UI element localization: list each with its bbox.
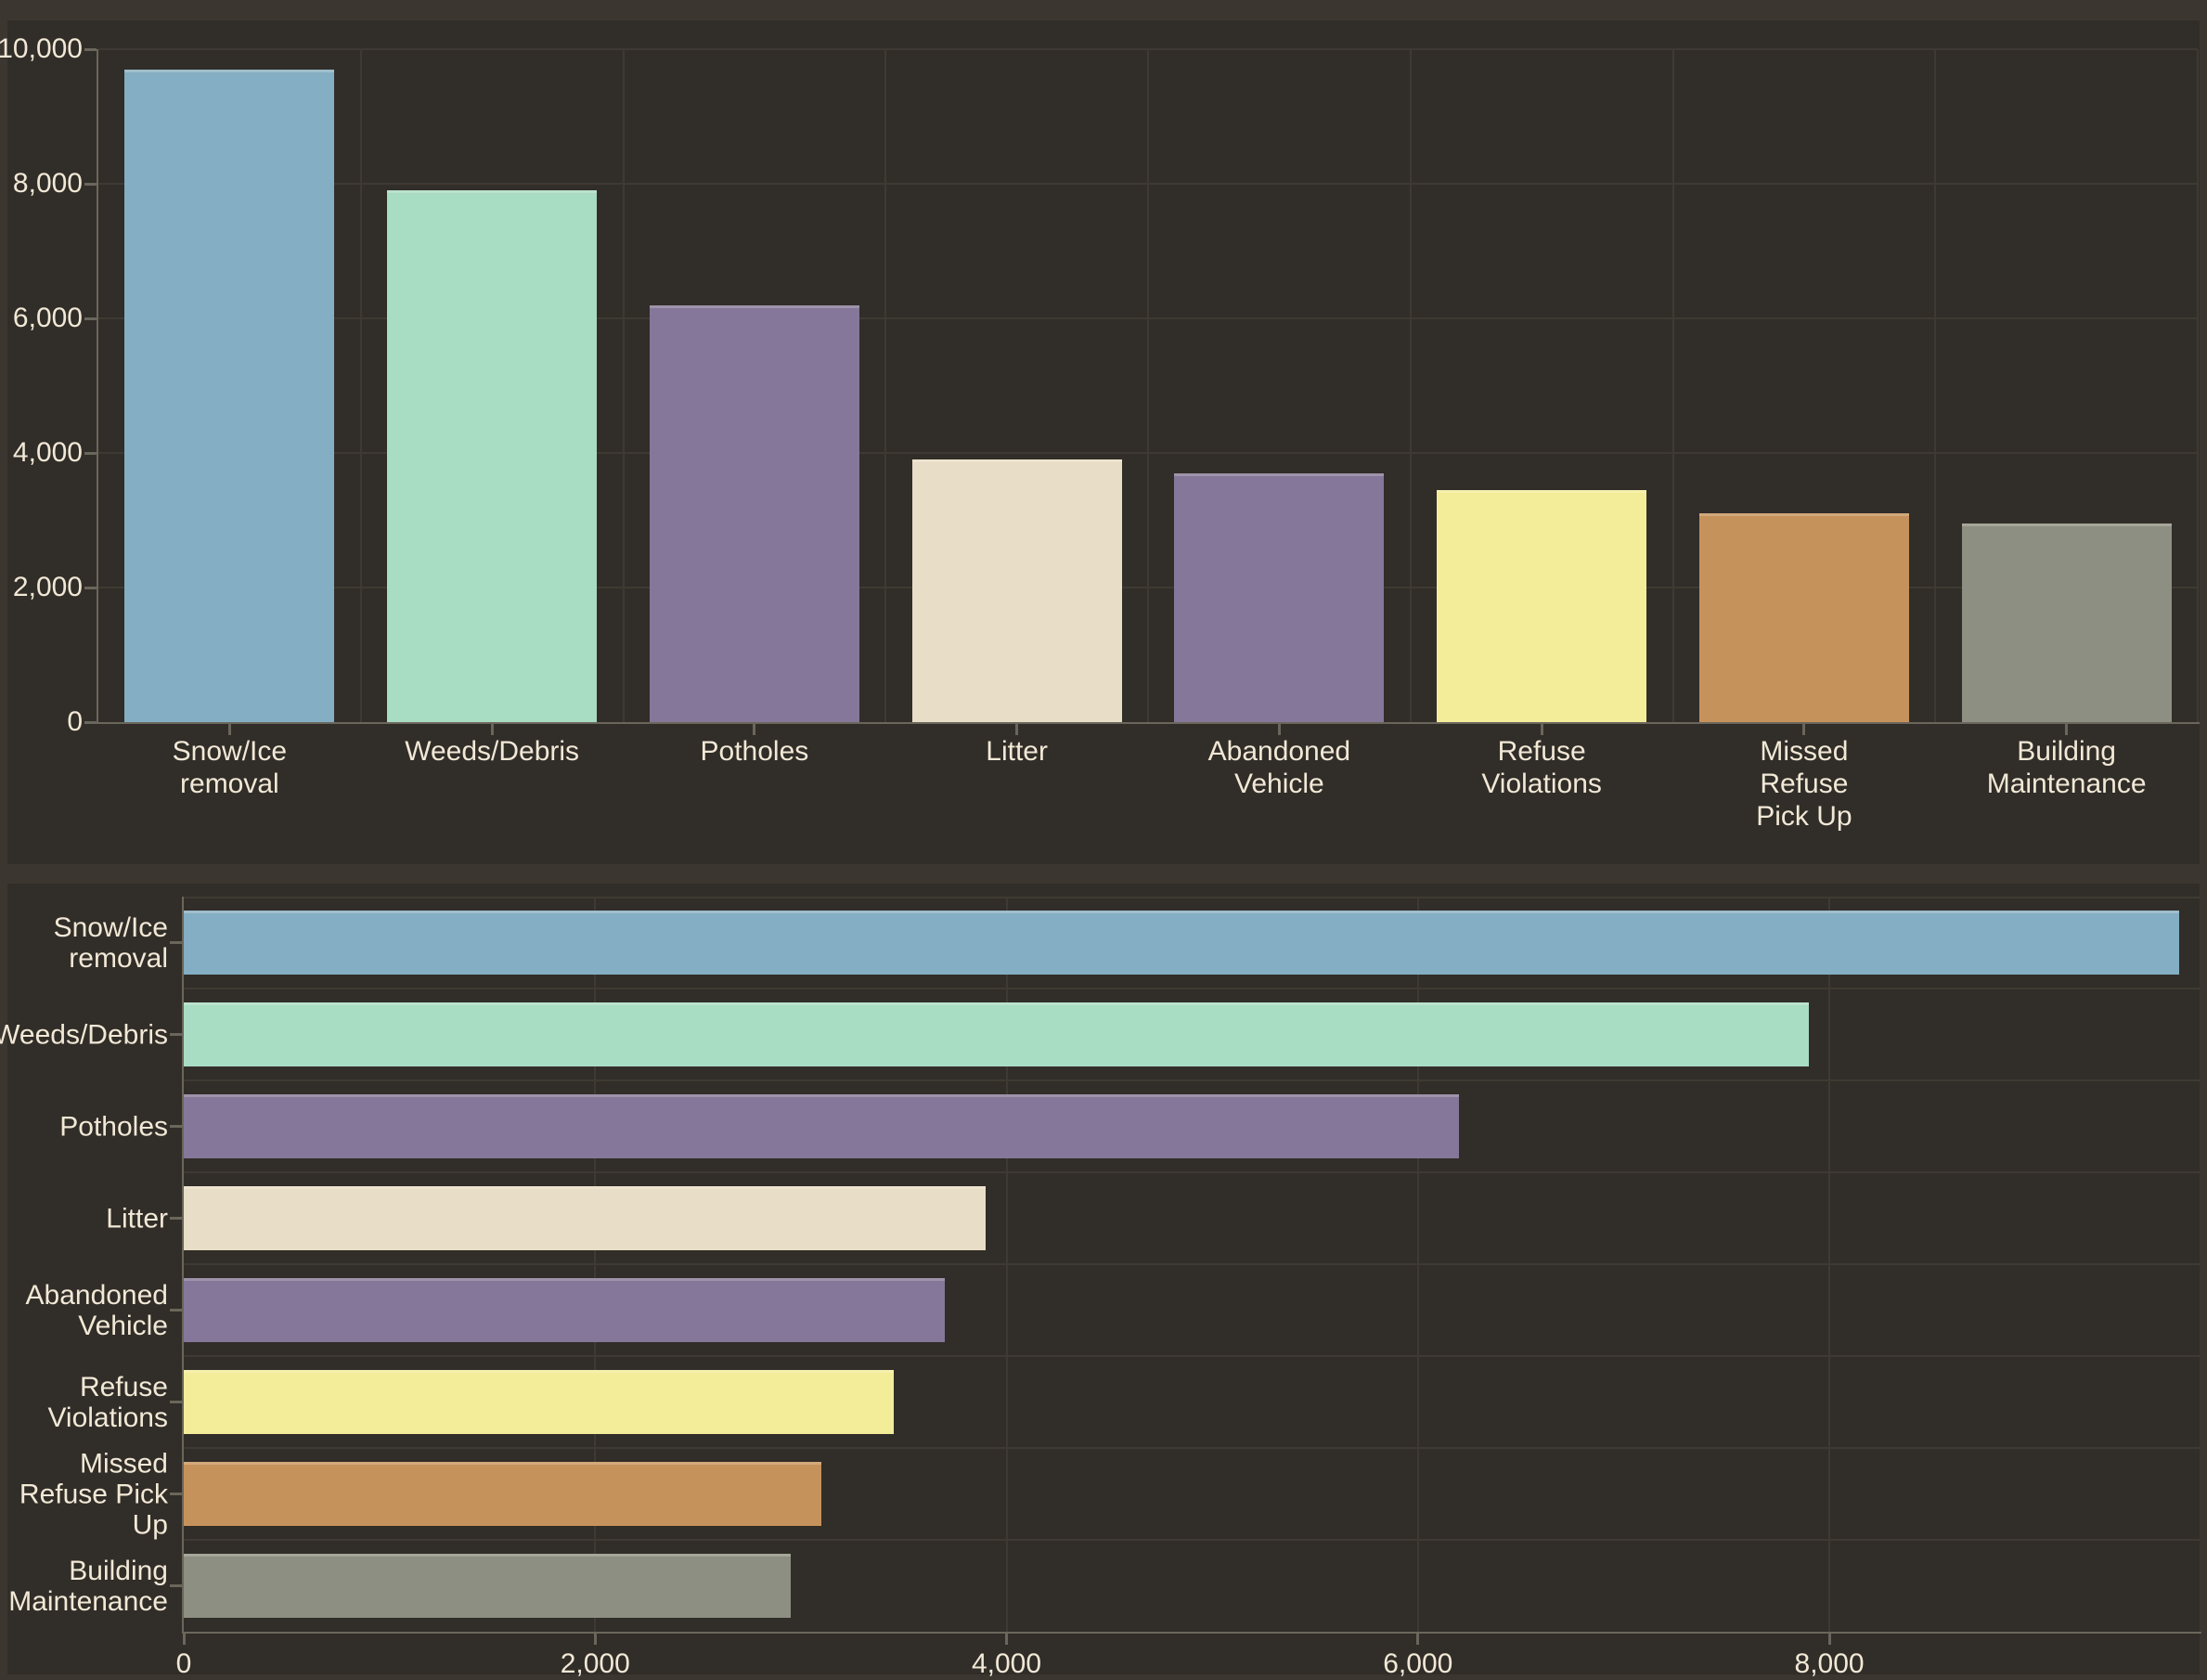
y-axis-label: 10,000	[0, 33, 83, 64]
row-label-missed-refuse-pick-up: Missed Refuse Pick Up	[19, 1448, 168, 1540]
bar-chart-plot	[184, 897, 2200, 1632]
column-chart-panel: 0 2,000 4,000 6,000 8,000 10,000 Snow/Ice remo…	[0, 20, 2200, 864]
category-label-missed-refuse-pick-up: Missed Refuse Pick Up	[1756, 736, 1852, 832]
row-tick	[170, 941, 182, 944]
x-tick	[593, 1634, 597, 1645]
category-label-abandoned-vehicle: Abandoned Vehicle	[1207, 736, 1351, 799]
y-axis-label: 4,000	[12, 437, 83, 468]
row-label-abandoned-vehicle: Abandoned Vehicle	[25, 1279, 169, 1341]
gridline-category-boundary	[884, 49, 887, 722]
row-tick	[170, 1584, 182, 1587]
gridline-row-boundary	[184, 897, 2200, 898]
column-chart-category-labels: Snow/Ice removal Weeds/Debris Potholes Litt…	[98, 735, 2198, 833]
bar-abandoned-vehicle[interactable]	[184, 1278, 946, 1342]
category-tick	[227, 724, 231, 735]
y-tick	[84, 47, 97, 51]
x-axis-label: 4,000	[971, 1648, 1042, 1679]
category-label-refuse-violations: Refuse Violations	[1481, 736, 1602, 799]
gridline-category-boundary	[1671, 49, 1674, 722]
bar-litter[interactable]	[911, 459, 1122, 722]
bar-chart: Snow/Ice removal Weeds/Debris Potholes Litt…	[0, 884, 2201, 1679]
row-label-building-maintenance: Building Maintenance	[8, 1555, 168, 1617]
bar-building-maintenance[interactable]	[184, 1554, 791, 1618]
bar-potholes[interactable]	[649, 304, 859, 722]
gridline-row-boundary	[184, 1263, 2200, 1265]
gridline-category-boundary	[1147, 49, 1149, 722]
gridline-category-boundary	[2197, 49, 2199, 722]
row-label-snow-ice-removal: Snow/Ice removal	[53, 911, 168, 974]
y-tick	[84, 720, 97, 724]
gridline-row-boundary	[184, 1079, 2200, 1081]
y-axis-label: 2,000	[12, 572, 83, 602]
gridline-category-boundary	[622, 49, 625, 722]
row-label-weeds-debris: Weeds/Debris	[0, 1019, 168, 1050]
row-tick	[170, 1125, 182, 1128]
gridline-category-boundary	[1409, 49, 1412, 722]
x-axis-line	[97, 722, 2200, 724]
x-tick	[1416, 1634, 1420, 1645]
bar-snow-ice-removal[interactable]	[184, 911, 2179, 975]
bar-refuse-violations[interactable]	[1437, 489, 1647, 722]
bar-weeds-debris[interactable]	[387, 190, 598, 722]
y-axis-label: 6,000	[12, 303, 83, 333]
x-axis-line	[182, 1632, 2201, 1634]
column-chart-plot	[98, 48, 2199, 722]
bar-chart-panel: Snow/Ice removal Weeds/Debris Potholes Litt…	[0, 884, 2201, 1679]
x-axis-label: 8,000	[1794, 1648, 1865, 1679]
y-tick	[84, 182, 97, 186]
gridline-row-boundary	[184, 1171, 2200, 1173]
row-tick	[170, 1493, 182, 1495]
bar-abandoned-vehicle[interactable]	[1174, 472, 1385, 722]
bar-weeds-debris[interactable]	[184, 1002, 1809, 1066]
x-tick	[1005, 1634, 1009, 1645]
y-tick	[84, 317, 97, 320]
gridline-row-boundary	[184, 1539, 2200, 1541]
category-label-weeds-debris: Weeds/Debris	[405, 736, 580, 767]
x-axis-label: 6,000	[1383, 1648, 1453, 1679]
y-tick	[84, 451, 97, 455]
row-tick	[170, 1217, 182, 1220]
category-tick	[490, 724, 494, 735]
bar-missed-refuse-pick-up[interactable]	[1698, 513, 1909, 722]
category-label-litter: Litter	[986, 736, 1048, 767]
y-axis-label: 8,000	[12, 168, 83, 199]
bar-litter[interactable]	[184, 1186, 987, 1250]
row-label-litter: Litter	[106, 1203, 168, 1234]
category-tick	[753, 724, 756, 735]
gridline-category-boundary	[359, 49, 362, 722]
row-tick	[170, 1401, 182, 1403]
category-label-snow-ice-removal: Snow/Ice removal	[172, 736, 288, 799]
category-tick	[2065, 724, 2069, 735]
gridline-row-boundary	[184, 1355, 2200, 1357]
bar-snow-ice-removal[interactable]	[124, 69, 335, 722]
category-label-potholes: Potholes	[700, 736, 809, 767]
y-tick	[84, 586, 97, 589]
bar-missed-refuse-pick-up[interactable]	[184, 1462, 822, 1526]
category-tick	[1015, 724, 1019, 735]
x-axis-label: 2,000	[560, 1648, 630, 1679]
x-tick	[182, 1634, 186, 1645]
category-tick	[1277, 724, 1281, 735]
y-axis-line	[97, 49, 98, 724]
category-label-building-maintenance: Building Maintenance	[1986, 736, 2147, 799]
y-axis-line	[182, 897, 184, 1634]
category-tick	[1802, 724, 1806, 735]
x-tick	[1827, 1634, 1831, 1645]
gridline-category-boundary	[1934, 49, 1937, 722]
gridline-row-boundary	[184, 1447, 2200, 1449]
y-axis-label: 0	[67, 706, 83, 737]
bar-potholes[interactable]	[184, 1094, 1460, 1158]
category-tick	[1540, 724, 1543, 735]
column-chart: 0 2,000 4,000 6,000 8,000 10,000 Snow/Ice remo…	[0, 20, 2200, 864]
x-axis-label: 0	[175, 1648, 192, 1679]
bar-refuse-violations[interactable]	[184, 1370, 894, 1434]
row-label-potholes: Potholes	[59, 1111, 168, 1142]
row-tick	[170, 1033, 182, 1036]
row-label-refuse-violations: Refuse Violations	[47, 1371, 168, 1433]
gridline-row-boundary	[184, 988, 2200, 989]
row-tick	[170, 1309, 182, 1312]
bar-building-maintenance[interactable]	[1961, 523, 2172, 722]
